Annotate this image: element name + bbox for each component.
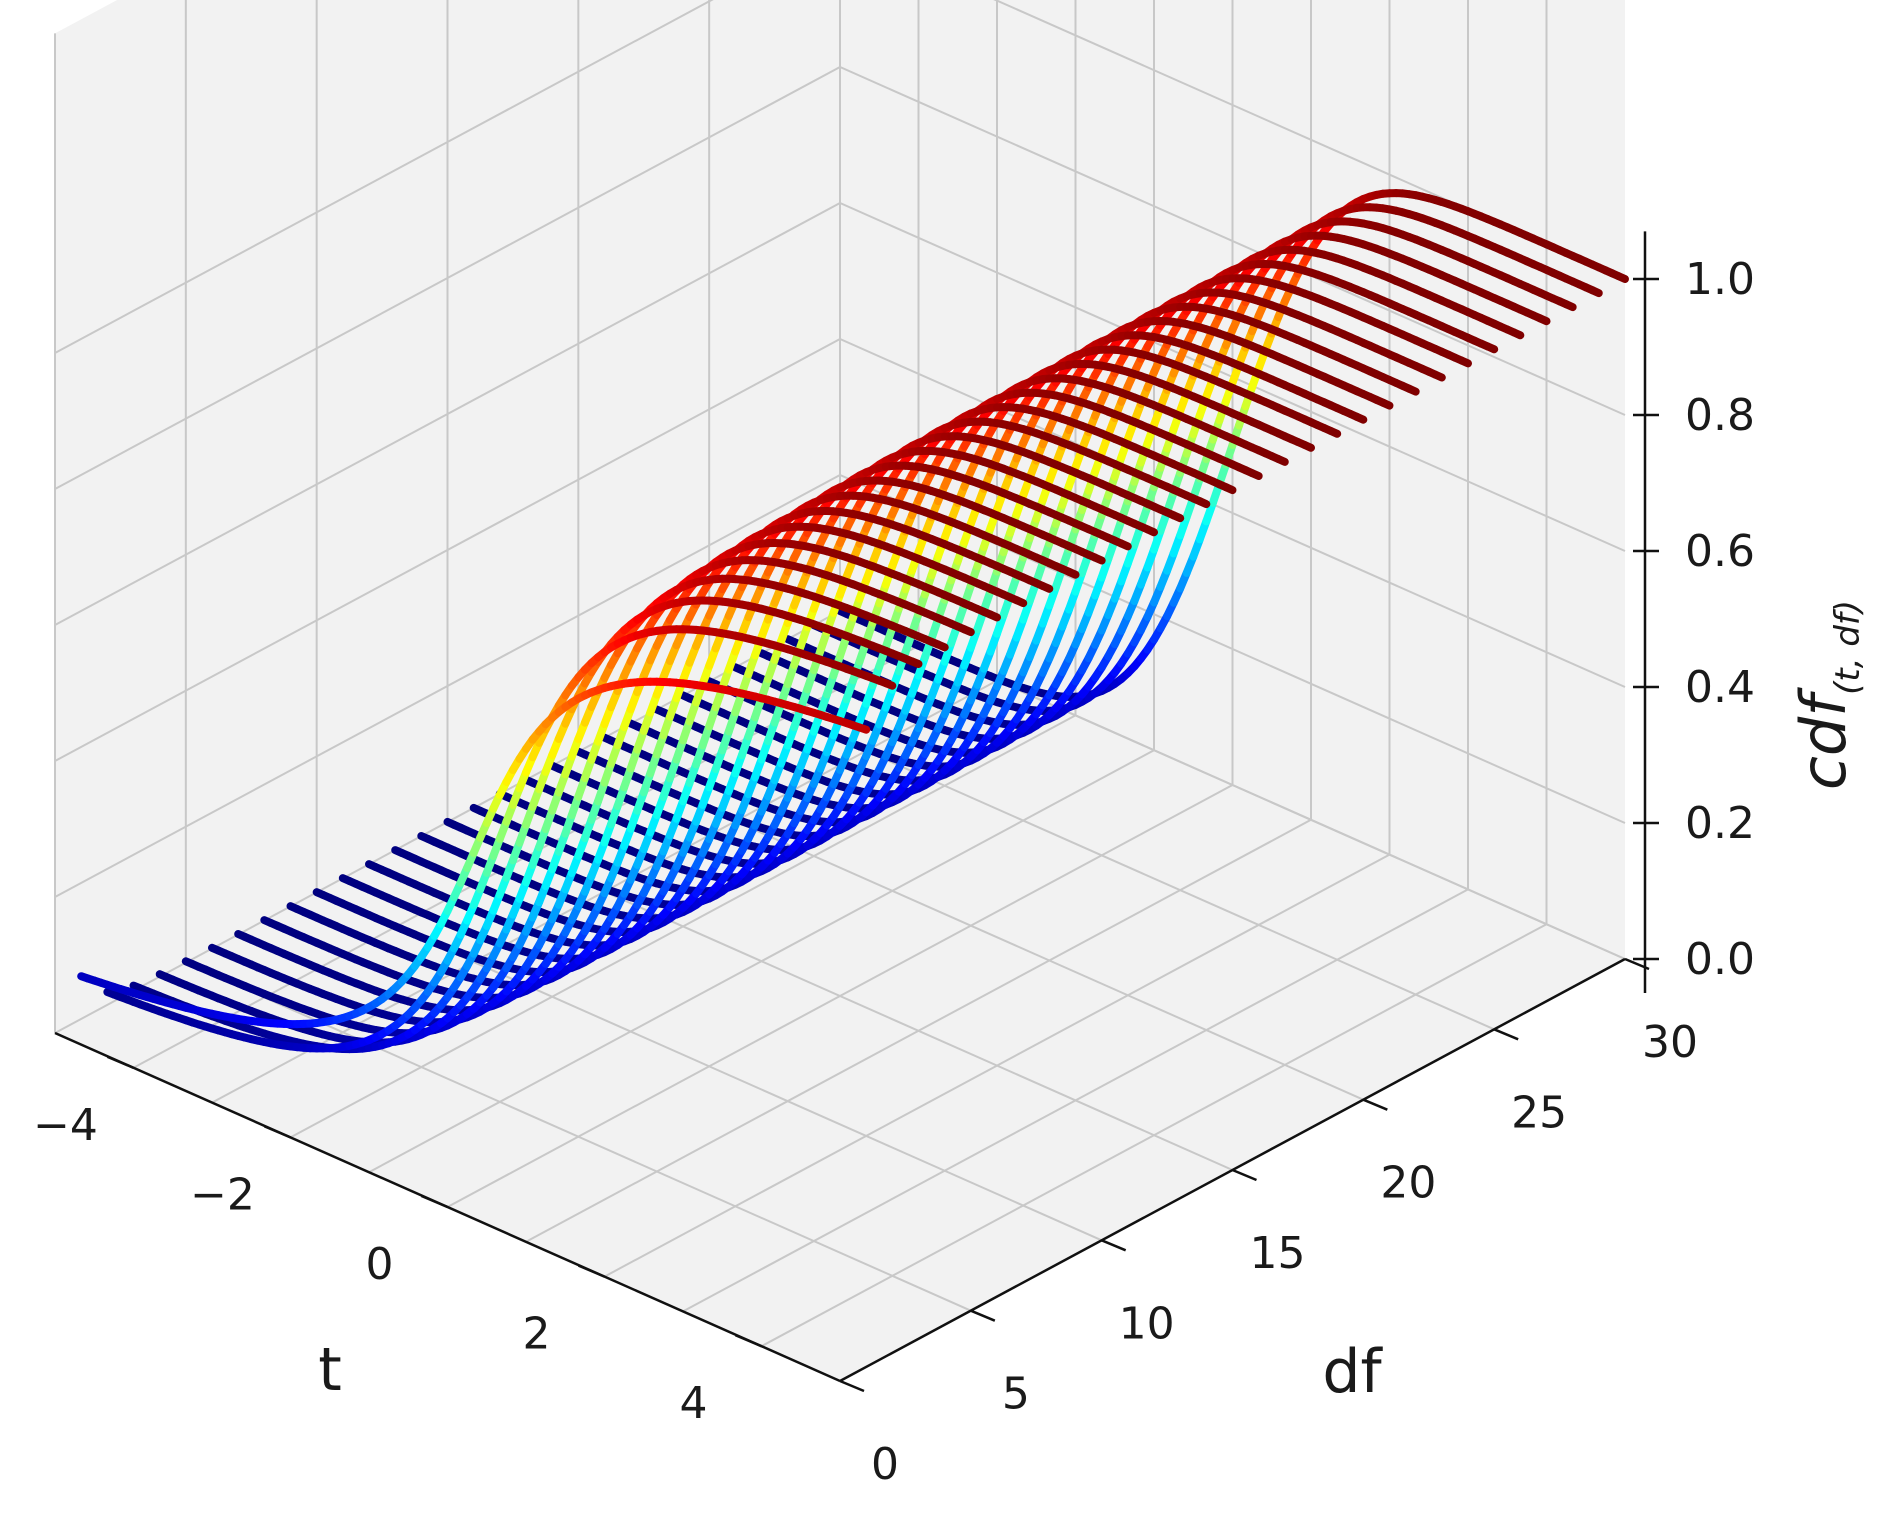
z-axis-label-subscript: (t, df) [1828, 600, 1868, 695]
x-tick-label: 2 [523, 1309, 551, 1360]
line-segment [934, 640, 949, 652]
grid-line-z [54, 337, 1626, 762]
x-tick-label: 0 [366, 1239, 394, 1290]
series-df-4 [155, 574, 949, 1047]
y-tick-label: 20 [1380, 1158, 1436, 1209]
x-tick-label: 4 [680, 1378, 708, 1429]
z-tick-label: 0.4 [1685, 662, 1755, 713]
x-tick-label: −4 [33, 1100, 98, 1151]
line-segment [1248, 469, 1263, 480]
line-segment [1405, 384, 1420, 396]
x-tick-mark [107, 1055, 134, 1069]
tick-labels: −4 −2 0 2 4 0 5 10 15 20 25 30 0.0 0.2 0.4 0.6 0.8 1.0 [33, 254, 1755, 1490]
line-segment [1352, 412, 1368, 424]
z-tick-label: 0.0 [1685, 934, 1755, 985]
line-segment [1562, 300, 1577, 312]
grid-line-z [54, 473, 1626, 898]
line-segment [1326, 426, 1342, 438]
series-df-1 [77, 677, 871, 1029]
y-tick-mark [970, 1309, 996, 1322]
x-tick-label: −2 [190, 1169, 255, 1220]
z-axis-label: cdf(t, df) [1787, 600, 1868, 790]
y-tick-label: 5 [1002, 1369, 1030, 1420]
line-segment [1588, 286, 1603, 298]
line-segment [986, 610, 1001, 622]
line-segment [1379, 398, 1394, 410]
line-segment [960, 625, 975, 637]
series-df-22 [626, 302, 1420, 813]
line-segment [1431, 370, 1446, 382]
axis-labels: t df cdf(t, df) [318, 600, 1868, 1407]
y-axis-label: df [1322, 1337, 1383, 1407]
series-df-2 [103, 625, 897, 1053]
series-df-16 [469, 388, 1263, 896]
y-tick-mark [1101, 1239, 1127, 1252]
z-tick-label: 0.6 [1685, 526, 1755, 577]
line-segment [1483, 342, 1499, 354]
z-tick-label: 0.2 [1685, 798, 1755, 849]
line-segment [1509, 328, 1525, 340]
x-tick-mark [735, 1334, 762, 1348]
y-tick-label: 15 [1250, 1228, 1306, 1279]
x-tick-mark [264, 1125, 291, 1139]
y-tick-mark [1232, 1168, 1257, 1182]
series-df-10 [312, 476, 1106, 977]
line-segment [1117, 539, 1132, 551]
line-segment [1536, 314, 1551, 326]
line-segment [1274, 455, 1289, 466]
y-tick-label: 10 [1119, 1298, 1175, 1349]
grid-line-z [54, 65, 1626, 490]
line-segment [1614, 272, 1629, 283]
line-segment [881, 679, 897, 690]
y-tick-label: 30 [1642, 1017, 1698, 1068]
line-segment [1300, 440, 1315, 452]
line-segment [855, 723, 871, 734]
y-tick-mark [1493, 1028, 1519, 1041]
x-axis-label: t [318, 1335, 342, 1405]
line-segment [1065, 567, 1080, 579]
line-segment [1091, 553, 1106, 565]
grid-line-z [54, 0, 1626, 354]
z-tick-label: 1.0 [1685, 254, 1755, 305]
line-segment [1012, 596, 1028, 608]
data-lines [77, 189, 1629, 1054]
line-segment [908, 657, 923, 668]
y-tick-mark [1624, 957, 1650, 971]
y-tick-label: 25 [1511, 1087, 1567, 1138]
line-segment [1195, 497, 1211, 509]
line-segment [1169, 511, 1185, 523]
z-axis-label-base: cdf [1787, 687, 1860, 790]
y-tick-mark [839, 1379, 865, 1393]
x-tick-mark [578, 1264, 605, 1278]
y-tick-mark [1362, 1098, 1388, 1111]
x-tick-mark [421, 1194, 448, 1209]
line-segment [1143, 525, 1158, 537]
line-segment [1222, 483, 1237, 495]
line-segment [1038, 582, 1054, 593]
y-tick-label: 0 [871, 1439, 899, 1490]
grid-line-z [54, 201, 1626, 626]
z-tick-label: 0.8 [1685, 390, 1755, 441]
line-segment [1457, 356, 1472, 368]
